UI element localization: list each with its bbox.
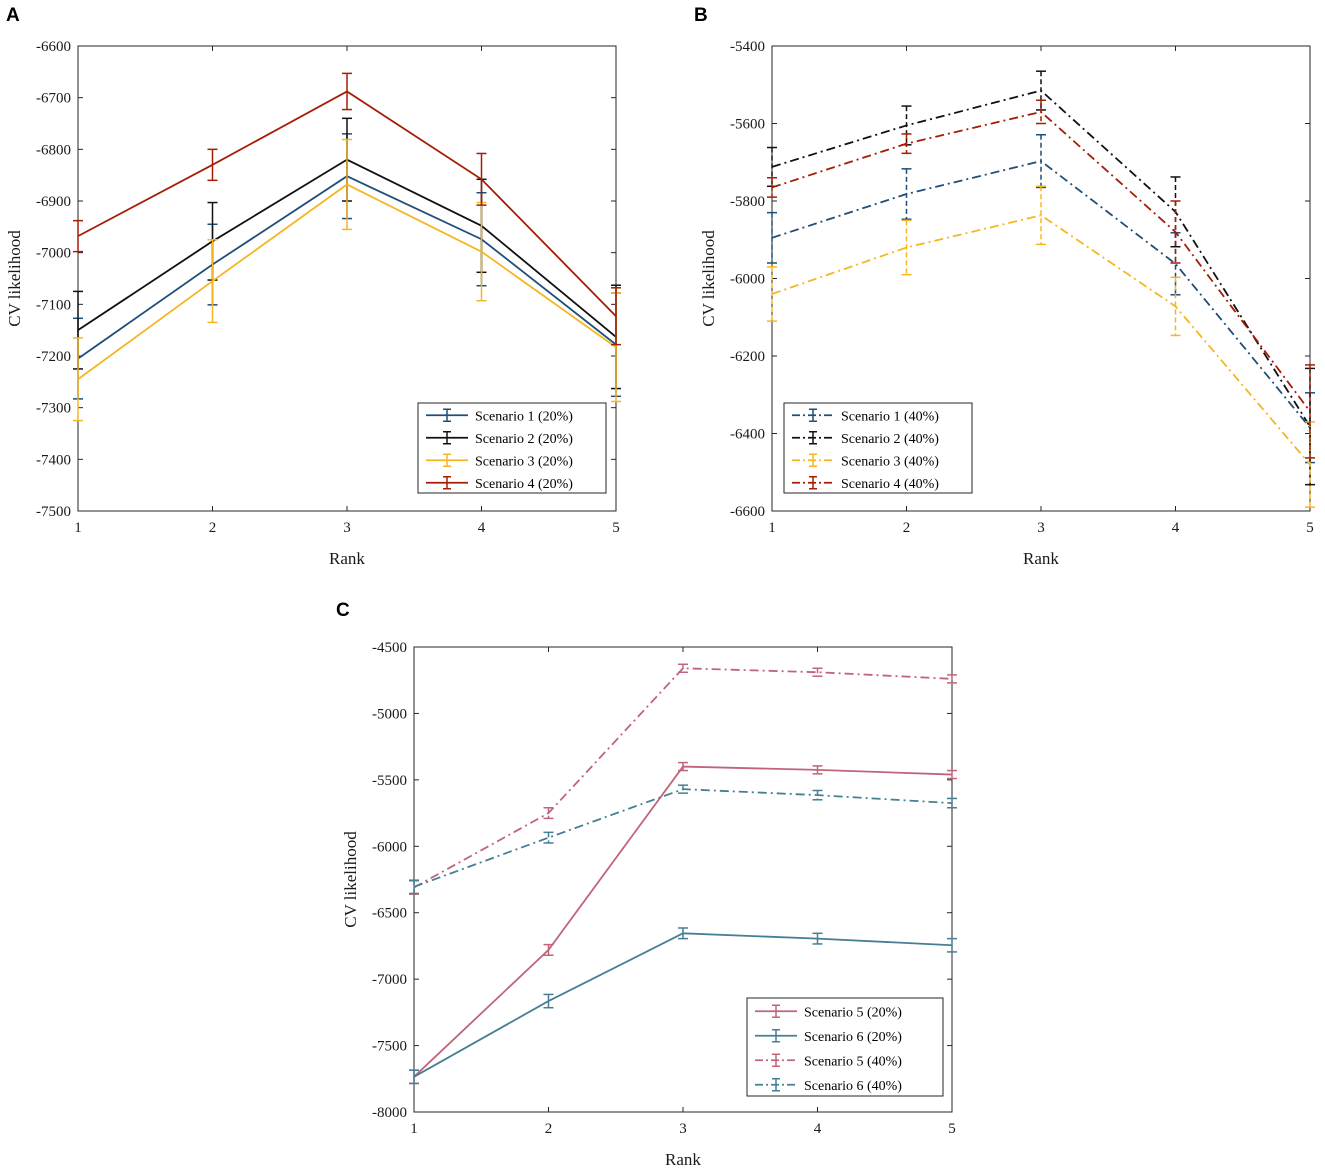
x-tick-label: 2 (903, 520, 911, 536)
chart-a: -6600 -6700 -6800 -6900 -7000 -7100 -7200 -7300… (5, 39, 621, 568)
y-axis-label: CV likelihood (699, 230, 718, 327)
y-tick-label: -6700 (36, 91, 71, 107)
legend-box (417, 402, 607, 494)
series-b-4 (767, 99, 1315, 459)
y-tick-label: -6600 (36, 39, 71, 55)
y-axis-label: CV likelihood (5, 230, 24, 327)
y-tick-label: -7200 (36, 349, 71, 365)
x-tick-label: 5 (948, 1121, 956, 1137)
error-bar (1170, 276, 1181, 337)
y-tick-label: -5600 (730, 117, 765, 133)
x-tick-label: 5 (612, 520, 620, 536)
legend-label: Scenario 2 (20%) (475, 432, 573, 447)
legend-c: Scenario 5 (20%) Scenario 6 (20%) Scenario… (746, 997, 944, 1097)
series-line (413, 667, 953, 889)
y-tick-label: -6000 (730, 272, 765, 288)
legend-label: Scenario 3 (20%) (475, 454, 573, 469)
error-bar (1036, 185, 1046, 246)
series-line (771, 89, 1311, 428)
y-tick-label: -7400 (36, 452, 71, 468)
x-tick-label: 3 (343, 520, 351, 536)
y-tick-label: -6200 (730, 349, 765, 365)
y-tick-label: -6600 (730, 504, 765, 520)
x-tick-label: 4 (478, 520, 486, 536)
legend-label: Scenario 5 (40%) (804, 1054, 902, 1069)
y-tick-label: -7500 (372, 1039, 407, 1055)
series-b-1 (767, 133, 1315, 464)
legend-box (746, 997, 944, 1097)
y-tick-label: -5000 (372, 706, 407, 722)
y-tick-label: -7100 (36, 297, 71, 313)
chart-c: -4500 -5000 -5500 -6000 -6500 -7000 -7500 -8000… (341, 640, 957, 1169)
y-tick-label: -7000 (372, 972, 407, 988)
x-axis-label: Rank (665, 1150, 701, 1169)
y-tick-label: -7000 (36, 246, 71, 262)
y-tick-label: -5500 (372, 773, 407, 789)
x-tick-label: 1 (768, 520, 776, 536)
y-tick-label: -5800 (730, 194, 765, 210)
series-line (413, 788, 953, 888)
error-bar (543, 831, 554, 844)
series-c-4 (409, 784, 957, 895)
series-c-3 (409, 663, 957, 895)
x-tick-label: 1 (410, 1121, 418, 1137)
x-tick-label: 3 (679, 1121, 687, 1137)
x-tick-label: 3 (1037, 520, 1045, 536)
series-c-1 (409, 761, 957, 1085)
y-tick-label: -6400 (730, 427, 765, 443)
error-bar (543, 807, 554, 820)
legend-box (783, 402, 973, 494)
y-tick-label: -5400 (730, 39, 765, 55)
panel-letter-b: B (694, 5, 708, 26)
series-line (771, 160, 1311, 429)
series-line (771, 110, 1311, 412)
y-tick-label: -7500 (36, 504, 71, 520)
series-a-3 (73, 138, 621, 422)
x-tick-label: 4 (1172, 520, 1180, 536)
legend-label: Scenario 1 (20%) (475, 409, 573, 424)
legend-label: Scenario 4 (20%) (475, 477, 573, 492)
y-tick-label: -6000 (372, 839, 407, 855)
y-tick-label: -8000 (372, 1105, 407, 1121)
y-tick-label: -7300 (36, 401, 71, 417)
x-tick-label: 1 (74, 520, 82, 536)
y-tick-label: -6900 (36, 194, 71, 210)
x-tick-label: 2 (545, 1121, 553, 1137)
y-axis-label: CV likelihood (341, 831, 360, 928)
legend-label: Scenario 1 (40%) (841, 409, 939, 424)
error-bar (409, 879, 419, 895)
legend-label: Scenario 2 (40%) (841, 432, 939, 447)
x-tick-label: 5 (1306, 520, 1314, 536)
error-bar (1305, 364, 1315, 459)
legend-label: Scenario 6 (40%) (804, 1079, 902, 1094)
series-b-3 (767, 185, 1315, 508)
error-bar (1170, 200, 1181, 264)
panel-letter-a: A (6, 5, 20, 26)
legend-label: Scenario 5 (20%) (804, 1005, 902, 1020)
x-axis-label: Rank (329, 549, 365, 568)
y-tick-label: -4500 (372, 640, 407, 656)
legend-a: Scenario 1 (20%) Scenario 2 (20%) Scenario… (417, 402, 607, 494)
panel-letter-c: C (336, 600, 350, 621)
series-a-4 (73, 72, 621, 346)
x-axis-label: Rank (1023, 549, 1059, 568)
x-tick-label: 4 (814, 1121, 822, 1137)
y-tick-label: -6500 (372, 906, 407, 922)
legend-label: Scenario 3 (40%) (841, 454, 939, 469)
y-tick-label: -6800 (36, 142, 71, 158)
x-tick-label: 2 (209, 520, 217, 536)
series-c-2 (409, 927, 957, 1085)
legend-label: Scenario 4 (40%) (841, 477, 939, 492)
legend-b: Scenario 1 (40%) Scenario 2 (40%) Scenario… (783, 402, 973, 494)
legend-label: Scenario 6 (20%) (804, 1030, 902, 1045)
